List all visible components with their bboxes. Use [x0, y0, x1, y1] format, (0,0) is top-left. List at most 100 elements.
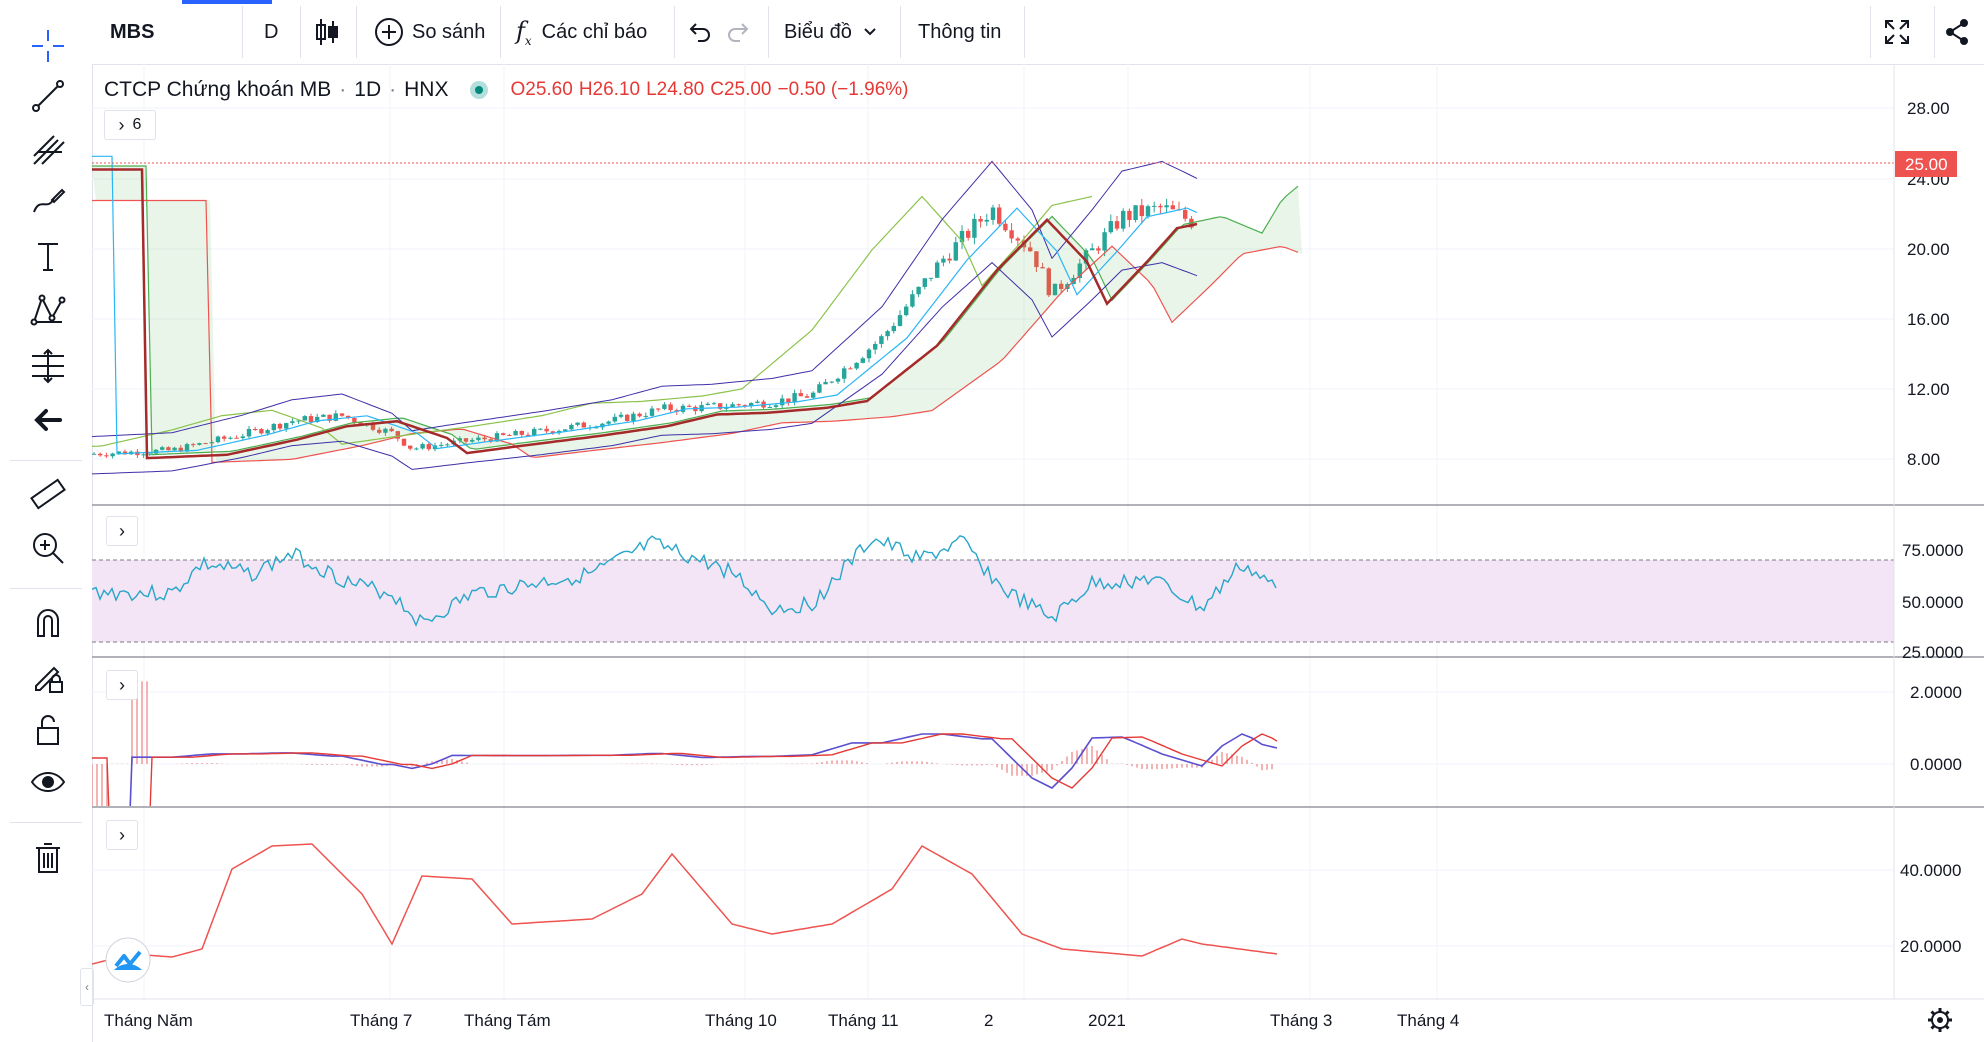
candle-body [941, 258, 946, 263]
share-icon[interactable] [1942, 0, 1972, 64]
zoom-in-icon[interactable] [22, 526, 74, 570]
candle-body [191, 444, 196, 446]
pane-separators [92, 504, 1984, 808]
candle-body [1121, 210, 1126, 229]
legend-close: C25.00 [710, 79, 772, 100]
candle-body [1108, 221, 1113, 233]
adx-legend-toggle[interactable]: › [106, 820, 138, 850]
candle-body [246, 428, 252, 437]
candle-body [953, 242, 958, 261]
candle-body [501, 433, 506, 435]
candle-body [618, 414, 624, 417]
candle-body [104, 455, 109, 457]
top-toolbar: MBS D So sánh fx Các chỉ báo Biểu đồ Thô… [92, 0, 1984, 65]
legend-open: O25.60 [510, 79, 573, 100]
indicators-button[interactable]: fx Các chỉ báo [516, 0, 647, 64]
candle-body [160, 447, 165, 450]
pitchfork-icon[interactable] [22, 128, 74, 172]
candle-body [984, 219, 989, 222]
candle-body [904, 306, 909, 316]
ruler-icon[interactable] [22, 472, 74, 516]
rsi-legend-toggle[interactable]: › [106, 516, 138, 546]
lock-drawing-icon[interactable] [22, 654, 74, 698]
candle-body [253, 428, 258, 430]
unlock-icon[interactable] [22, 708, 74, 752]
chart-area[interactable]: 28.0024.0020.0016.0012.008.0025.0075.000… [92, 64, 1984, 1042]
candle-body [569, 424, 574, 430]
indicators-collapse-button[interactable]: › 6 [104, 110, 156, 140]
time-axis-label: Tháng Năm [104, 1011, 193, 1030]
candle-body [1114, 221, 1120, 229]
candle-body [1139, 205, 1144, 217]
candle-body [470, 439, 475, 442]
candle-body [525, 434, 531, 436]
prediction-icon[interactable] [22, 344, 74, 388]
candle-body [935, 262, 940, 278]
chevron-right-icon: › [119, 674, 125, 695]
info-button[interactable]: Thông tin [918, 20, 1002, 43]
candle-body [228, 437, 233, 439]
bollinger-upper [92, 160, 1198, 438]
candle-body [178, 447, 183, 452]
candle-body [897, 315, 903, 326]
back-arrow-icon[interactable] [22, 398, 74, 442]
grid [92, 64, 1894, 999]
tradingview-logo-icon [105, 937, 151, 983]
candle-body [333, 413, 338, 421]
magnet-icon[interactable] [22, 600, 74, 644]
eye-icon[interactable] [22, 760, 74, 804]
candle-body [532, 428, 537, 436]
candle-body [959, 230, 965, 243]
brush-icon[interactable] [22, 180, 74, 224]
rsi-axis-label: 50.0000 [1902, 593, 1963, 612]
interval-button[interactable]: D [264, 20, 279, 43]
candle-body [990, 207, 996, 220]
candle-body [184, 444, 190, 452]
settings-gear-icon[interactable] [1928, 1008, 1952, 1032]
macd-legend-toggle[interactable]: › [106, 670, 138, 700]
candle-body [563, 429, 568, 431]
compare-button[interactable]: So sánh [374, 0, 485, 64]
redo-icon[interactable] [726, 0, 752, 64]
fullscreen-icon[interactable] [1882, 0, 1912, 64]
chevron-right-icon: › [118, 114, 125, 135]
candle-body [271, 423, 276, 431]
candle-body [439, 444, 444, 446]
ichimoku-lagging-span [92, 195, 1093, 447]
text-icon[interactable] [22, 234, 74, 278]
candle-body [922, 278, 927, 287]
time-axis-label: Tháng 11 [828, 1011, 899, 1030]
candle-body [463, 438, 469, 442]
collapse-toolbar-icon[interactable]: ‹ [80, 968, 94, 1006]
trash-icon[interactable] [22, 836, 74, 880]
candle-body [879, 336, 884, 344]
candle-body [1052, 283, 1058, 296]
time-axis-label: Tháng 3 [1270, 1011, 1332, 1030]
candle-body [1170, 205, 1175, 210]
chart-type-button[interactable]: Biểu đồ [784, 0, 880, 64]
candle-body [804, 396, 810, 398]
macd-pane [92, 681, 1278, 806]
candle-body [662, 404, 667, 409]
candle-body [718, 403, 723, 409]
pattern-icon[interactable] [22, 288, 74, 332]
candle-body [346, 415, 351, 419]
rsi-pane [92, 534, 1894, 643]
undo-icon[interactable] [686, 0, 712, 64]
symbol-search-button[interactable]: MBS [110, 20, 155, 43]
candle-body [147, 453, 152, 455]
candle-body [928, 277, 934, 279]
candle-body [916, 286, 921, 295]
candles-icon[interactable] [314, 0, 340, 64]
adx-axis-label: 20.0000 [1900, 937, 1961, 956]
trend-line-icon[interactable] [22, 74, 74, 118]
adx-line [92, 843, 1278, 965]
candle-body [823, 381, 828, 385]
crosshair-icon[interactable] [22, 24, 74, 68]
candle-body [315, 416, 320, 423]
candle-body [302, 416, 307, 421]
candle-body [829, 381, 834, 383]
candle-body [234, 437, 239, 439]
candle-body [98, 453, 103, 456]
candle-body [116, 451, 121, 454]
